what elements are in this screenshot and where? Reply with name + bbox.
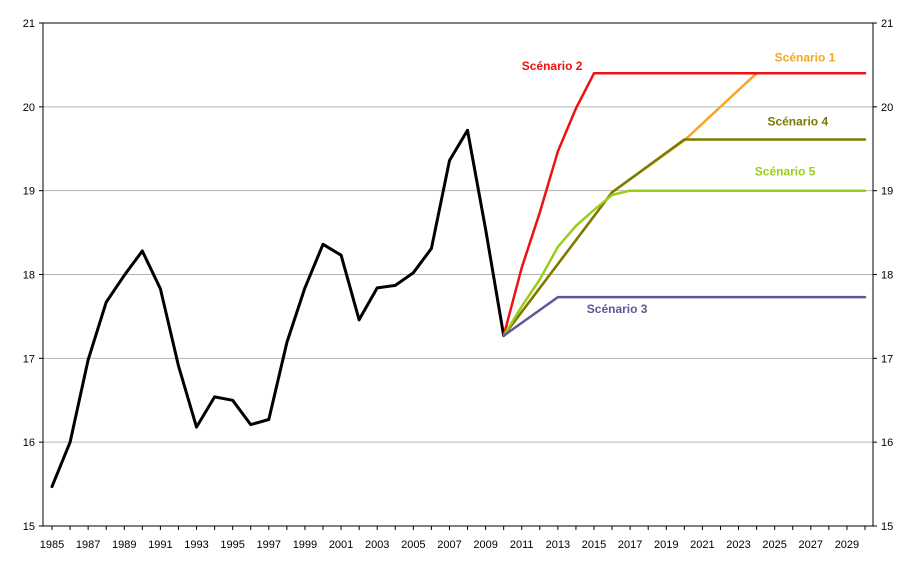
y-tick-label-left-17: 17 [23, 353, 35, 365]
x-tick-label-2009: 2009 [473, 539, 497, 551]
x-tick-label-2005: 2005 [401, 539, 425, 551]
x-tick-label-1997: 1997 [257, 539, 281, 551]
label-sc-nario-4: Scénario 4 [767, 114, 828, 128]
x-tick-label-2015: 2015 [582, 539, 606, 551]
label-sc-nario-5: Scénario 5 [755, 165, 816, 179]
x-tick-label-2013: 2013 [546, 539, 570, 551]
x-tick-label-2023: 2023 [726, 539, 750, 551]
x-tick-label-2007: 2007 [437, 539, 461, 551]
y-tick-label-right-15: 15 [881, 521, 893, 533]
y-axis-right: 15 16 17 18 19 20 21 [873, 18, 893, 533]
x-tick-label-1999: 1999 [293, 539, 317, 551]
y-tick-label-left-18: 18 [23, 270, 35, 282]
y-axis-left: 15 16 17 18 19 20 21 [23, 18, 43, 533]
y-tick-label-left-21: 21 [23, 18, 35, 30]
y-tick-label-left-16: 16 [23, 437, 35, 449]
y-tick-label-left-20: 20 [23, 102, 35, 114]
x-tick-label-2029: 2029 [835, 539, 859, 551]
x-tick-label-2027: 2027 [799, 539, 823, 551]
label-sc-nario-3: Scénario 3 [587, 302, 648, 316]
x-tick-label-1987: 1987 [76, 539, 100, 551]
x-tick-label-1991: 1991 [148, 539, 172, 551]
series-line-sc-nario-2 [502, 72, 867, 337]
x-tick-label-1985: 1985 [40, 539, 64, 551]
series-line-sc-nario-4 [502, 138, 867, 337]
x-tick-label-1995: 1995 [220, 539, 244, 551]
y-tick-label-right-16: 16 [881, 437, 893, 449]
y-tick-label-right-18: 18 [881, 270, 893, 282]
x-tick-label-1993: 1993 [184, 539, 208, 551]
x-tick-label-2001: 2001 [329, 539, 353, 551]
x-axis: 1985 1987 1989 1991 1993 1995 1997 1999 2001 2003… [40, 526, 866, 551]
y-tick-label-right-20: 20 [881, 102, 893, 114]
y-tick-label-left-15: 15 [23, 521, 35, 533]
y-tick-label-right-21: 21 [881, 18, 893, 30]
x-tick-label-2025: 2025 [762, 539, 786, 551]
x-tick-label-1989: 1989 [112, 539, 136, 551]
x-tick-label-2011: 2011 [510, 539, 534, 551]
label-sc-nario-1: Scénario 1 [775, 51, 836, 65]
gridlines [43, 106, 873, 443]
y-tick-label-right-17: 17 [881, 353, 893, 365]
series-line-sc-nario-3 [502, 295, 867, 337]
x-tick-label-2017: 2017 [618, 539, 642, 551]
y-tick-label-left-19: 19 [23, 186, 35, 198]
series-layer [50, 72, 867, 489]
series-labels: Scénario 2 Scénario 1 Scénario 4 Scénario 5… [522, 51, 836, 316]
x-tick-label-2019: 2019 [654, 539, 678, 551]
label-sc-nario-2: Scénario 2 [522, 59, 583, 73]
x-tick-label-2003: 2003 [365, 539, 389, 551]
series-line-historical [50, 128, 506, 489]
y-tick-label-right-19: 19 [881, 186, 893, 198]
series-line-sc-nario-5 [502, 189, 867, 337]
x-tick-label-2021: 2021 [690, 539, 714, 551]
